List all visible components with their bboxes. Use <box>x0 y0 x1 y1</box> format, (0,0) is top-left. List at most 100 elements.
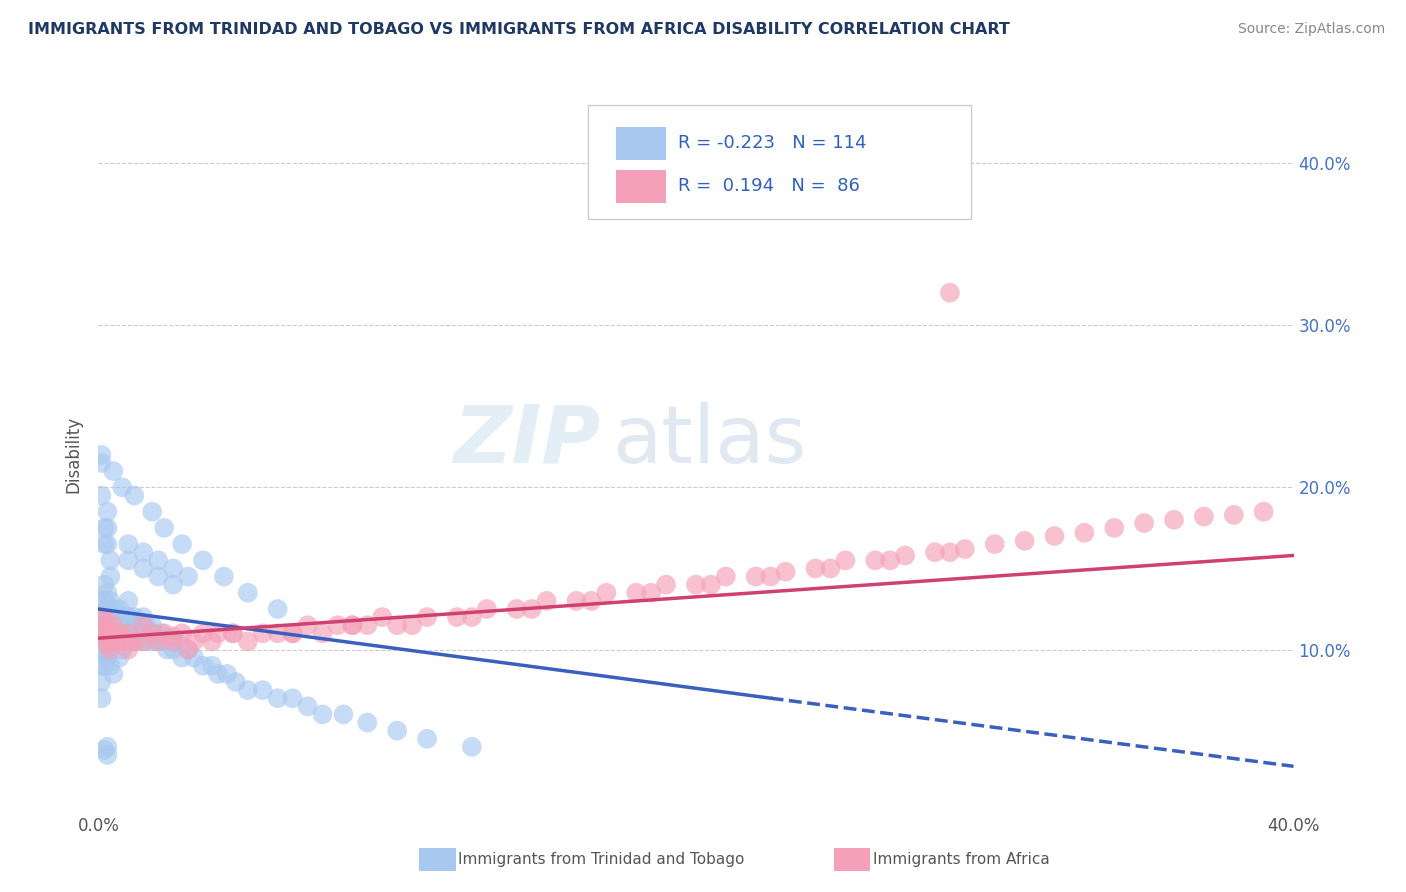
Point <box>96 739 118 754</box>
Point <box>90 610 112 624</box>
Point <box>1073 525 1095 540</box>
Point <box>93 610 115 624</box>
Point <box>96 521 118 535</box>
Point <box>685 577 707 591</box>
Point <box>108 626 131 640</box>
Point <box>90 626 112 640</box>
Point <box>236 634 259 648</box>
Point <box>100 553 122 567</box>
Point <box>141 505 163 519</box>
Text: atlas: atlas <box>613 401 807 480</box>
Point <box>96 618 118 632</box>
Point <box>714 569 737 583</box>
Point <box>90 642 112 657</box>
Point <box>356 618 378 632</box>
Point <box>1014 533 1036 548</box>
Point <box>90 448 112 462</box>
Point <box>93 626 115 640</box>
Point <box>177 642 200 657</box>
Point <box>93 743 115 757</box>
Point <box>108 618 131 632</box>
Point <box>117 634 139 648</box>
Point <box>141 618 163 632</box>
Point <box>655 577 678 591</box>
Point <box>124 488 146 502</box>
Point <box>520 602 543 616</box>
Point <box>165 634 187 648</box>
Point <box>172 626 194 640</box>
Point <box>96 638 118 652</box>
Point <box>93 626 115 640</box>
Point <box>159 634 181 648</box>
Point <box>93 658 115 673</box>
Point <box>135 634 157 648</box>
Point <box>879 553 901 567</box>
Point <box>1223 508 1246 522</box>
Point <box>93 577 115 591</box>
Point <box>90 658 112 673</box>
Point <box>191 626 214 640</box>
Point <box>281 626 304 640</box>
Point <box>1192 509 1215 524</box>
Point <box>90 626 112 640</box>
Point <box>416 731 439 746</box>
Point <box>124 626 146 640</box>
Point <box>148 634 170 648</box>
Point <box>172 537 194 551</box>
Point <box>153 521 176 535</box>
Point <box>114 618 136 632</box>
Point <box>117 626 139 640</box>
Point <box>894 549 917 563</box>
Point <box>96 650 118 665</box>
Point <box>93 594 115 608</box>
Point <box>939 285 962 300</box>
Point <box>153 626 176 640</box>
Point <box>1133 516 1156 530</box>
Point <box>183 650 205 665</box>
Point <box>401 618 423 632</box>
Text: Source: ZipAtlas.com: Source: ZipAtlas.com <box>1237 22 1385 37</box>
Point <box>141 634 163 648</box>
Text: R = -0.223   N = 114: R = -0.223 N = 114 <box>678 134 866 152</box>
Point <box>114 634 136 648</box>
Point <box>117 610 139 624</box>
Point <box>90 675 112 690</box>
Point <box>207 626 229 640</box>
Point <box>267 691 290 706</box>
Point <box>148 569 170 583</box>
Point <box>90 488 112 502</box>
Point <box>100 594 122 608</box>
Point <box>183 634 205 648</box>
Point <box>236 586 259 600</box>
Point <box>281 626 304 640</box>
Point <box>475 602 498 616</box>
Point <box>1043 529 1066 543</box>
Point <box>129 626 152 640</box>
Point <box>252 626 274 640</box>
Point <box>103 464 125 478</box>
Point <box>700 577 723 591</box>
Point <box>177 642 200 657</box>
Point <box>100 658 122 673</box>
Point <box>111 634 134 648</box>
Point <box>108 634 131 648</box>
Point <box>225 675 247 690</box>
Point <box>111 480 134 494</box>
Point <box>105 626 128 640</box>
Point <box>745 569 768 583</box>
Point <box>506 602 529 616</box>
Point <box>93 537 115 551</box>
Point <box>201 634 224 648</box>
Point <box>132 626 155 640</box>
Point <box>984 537 1007 551</box>
Point <box>96 537 118 551</box>
Point <box>207 666 229 681</box>
Point <box>105 626 128 640</box>
Point <box>90 594 112 608</box>
Point <box>93 610 115 624</box>
Point <box>124 634 146 648</box>
Point <box>111 626 134 640</box>
Point <box>117 537 139 551</box>
Y-axis label: Disability: Disability <box>65 417 83 493</box>
Point <box>105 610 128 624</box>
